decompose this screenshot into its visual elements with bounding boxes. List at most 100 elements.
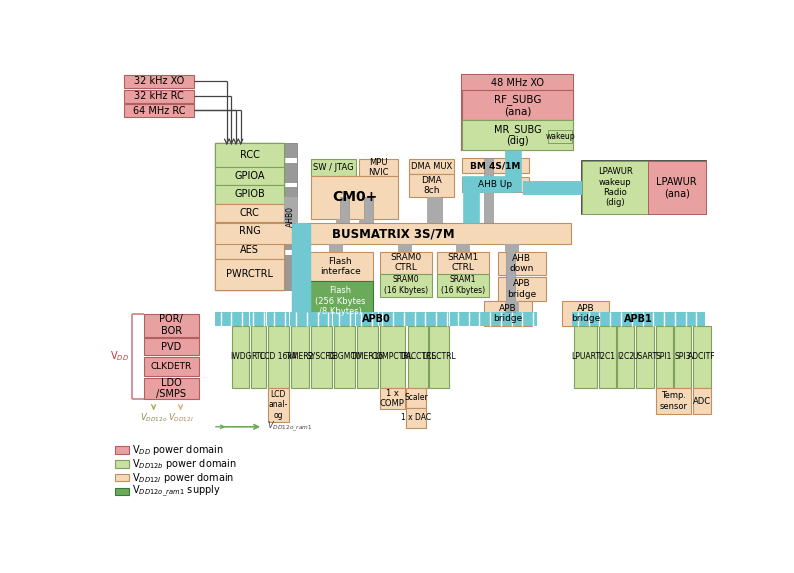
Text: 48 MHz XO: 48 MHz XO	[491, 77, 544, 88]
Text: Flash
interface: Flash interface	[320, 257, 360, 276]
FancyBboxPatch shape	[461, 75, 573, 91]
Text: SPI1: SPI1	[656, 352, 673, 361]
Text: I2C1: I2C1	[599, 352, 615, 361]
Text: V$_{DD}$ power domain: V$_{DD}$ power domain	[132, 443, 224, 457]
Text: USART: USART	[632, 352, 657, 361]
Text: AHB Up: AHB Up	[479, 180, 513, 189]
Text: SRAM0
(16 Kbytes): SRAM0 (16 Kbytes)	[384, 276, 428, 295]
Text: DMA MUX: DMA MUX	[411, 162, 453, 171]
FancyBboxPatch shape	[407, 407, 426, 427]
Text: SRAM0
CTRL: SRAM0 CTRL	[391, 253, 422, 273]
FancyBboxPatch shape	[215, 167, 284, 185]
Text: ADC: ADC	[693, 397, 711, 406]
Text: MPU
NVIC: MPU NVIC	[368, 158, 389, 177]
FancyBboxPatch shape	[561, 301, 610, 326]
Text: RTC: RTC	[251, 352, 265, 361]
Text: SYSCFG: SYSCFG	[306, 352, 337, 361]
Text: CM0+: CM0+	[332, 190, 377, 205]
Text: CLKDETR: CLKDETR	[151, 362, 192, 371]
FancyBboxPatch shape	[268, 326, 289, 387]
FancyBboxPatch shape	[498, 252, 545, 275]
Text: IWDG: IWDG	[229, 352, 252, 361]
Text: 1 x DAC: 1 x DAC	[401, 413, 431, 422]
FancyBboxPatch shape	[215, 241, 284, 259]
FancyBboxPatch shape	[430, 326, 449, 387]
FancyBboxPatch shape	[359, 159, 398, 176]
Text: LDO
/SMPS: LDO /SMPS	[156, 378, 187, 399]
FancyBboxPatch shape	[364, 197, 373, 223]
Text: APB
bridge: APB bridge	[507, 279, 536, 299]
FancyBboxPatch shape	[656, 387, 691, 414]
FancyBboxPatch shape	[583, 161, 648, 214]
Text: BUSMATRIX 3S/7M: BUSMATRIX 3S/7M	[332, 227, 454, 240]
FancyBboxPatch shape	[407, 387, 426, 407]
FancyBboxPatch shape	[484, 301, 532, 326]
FancyBboxPatch shape	[284, 234, 297, 238]
Text: AHB
down: AHB down	[510, 254, 534, 273]
Text: Scaler: Scaler	[404, 393, 428, 402]
FancyBboxPatch shape	[433, 197, 441, 223]
FancyBboxPatch shape	[656, 326, 673, 387]
Text: AES: AES	[241, 245, 260, 255]
FancyBboxPatch shape	[291, 326, 309, 387]
FancyBboxPatch shape	[692, 387, 711, 414]
FancyBboxPatch shape	[215, 143, 284, 167]
FancyBboxPatch shape	[296, 223, 306, 326]
FancyBboxPatch shape	[310, 326, 332, 387]
FancyBboxPatch shape	[461, 75, 573, 150]
Text: BM 4S/1M: BM 4S/1M	[470, 161, 521, 170]
FancyBboxPatch shape	[617, 326, 634, 387]
Text: COMPCTRL: COMPCTRL	[372, 352, 413, 361]
FancyBboxPatch shape	[461, 91, 573, 120]
FancyBboxPatch shape	[284, 183, 297, 187]
FancyBboxPatch shape	[548, 131, 572, 143]
Text: 1 x
COMP: 1 x COMP	[380, 388, 405, 408]
Text: SPI3: SPI3	[674, 352, 691, 361]
FancyBboxPatch shape	[125, 104, 194, 117]
FancyBboxPatch shape	[125, 89, 194, 103]
Text: LCD
anal-
og: LCD anal- og	[268, 390, 288, 420]
FancyBboxPatch shape	[215, 312, 537, 326]
Text: 32 kHz XO: 32 kHz XO	[134, 76, 184, 87]
FancyBboxPatch shape	[215, 203, 284, 222]
Text: V$_{DD12I}$ power domain: V$_{DD12I}$ power domain	[132, 470, 234, 485]
FancyBboxPatch shape	[284, 143, 297, 290]
Text: APB0: APB0	[362, 314, 391, 324]
FancyBboxPatch shape	[232, 326, 249, 387]
Text: I2C2: I2C2	[617, 352, 634, 361]
Text: DMA
8ch: DMA 8ch	[421, 176, 442, 195]
FancyBboxPatch shape	[461, 120, 573, 150]
FancyBboxPatch shape	[340, 197, 349, 223]
Text: V$_{DD}$: V$_{DD}$	[110, 349, 129, 363]
FancyBboxPatch shape	[437, 252, 489, 273]
FancyBboxPatch shape	[572, 312, 705, 326]
Text: GPIOA: GPIOA	[234, 171, 265, 181]
FancyBboxPatch shape	[380, 326, 405, 387]
FancyBboxPatch shape	[284, 197, 297, 223]
Text: wakeup: wakeup	[545, 132, 575, 141]
Text: V$_{DD12b}$ power domain: V$_{DD12b}$ power domain	[132, 457, 237, 471]
FancyBboxPatch shape	[407, 326, 428, 387]
Text: SRAM1
(16 Kbytes): SRAM1 (16 Kbytes)	[441, 276, 485, 295]
FancyBboxPatch shape	[215, 185, 284, 203]
FancyBboxPatch shape	[144, 338, 199, 355]
FancyBboxPatch shape	[215, 222, 284, 241]
FancyBboxPatch shape	[284, 199, 297, 205]
FancyBboxPatch shape	[115, 474, 129, 481]
Text: APB1: APB1	[624, 314, 653, 324]
FancyBboxPatch shape	[380, 252, 433, 273]
Text: SRAM1
CTRL: SRAM1 CTRL	[448, 253, 479, 273]
Text: APB
bridge: APB bridge	[493, 304, 522, 323]
FancyBboxPatch shape	[461, 158, 530, 174]
Text: PVD: PVD	[161, 342, 182, 352]
FancyBboxPatch shape	[144, 378, 199, 399]
Text: 32 kHz RC: 32 kHz RC	[134, 91, 184, 101]
Text: AHB0: AHB0	[286, 206, 295, 227]
FancyBboxPatch shape	[215, 259, 284, 290]
FancyBboxPatch shape	[284, 158, 297, 163]
Text: CRC: CRC	[240, 208, 260, 218]
Text: TIMER16: TIMER16	[351, 352, 384, 361]
FancyBboxPatch shape	[674, 326, 691, 387]
FancyBboxPatch shape	[311, 159, 356, 176]
Text: RNG: RNG	[239, 226, 260, 236]
